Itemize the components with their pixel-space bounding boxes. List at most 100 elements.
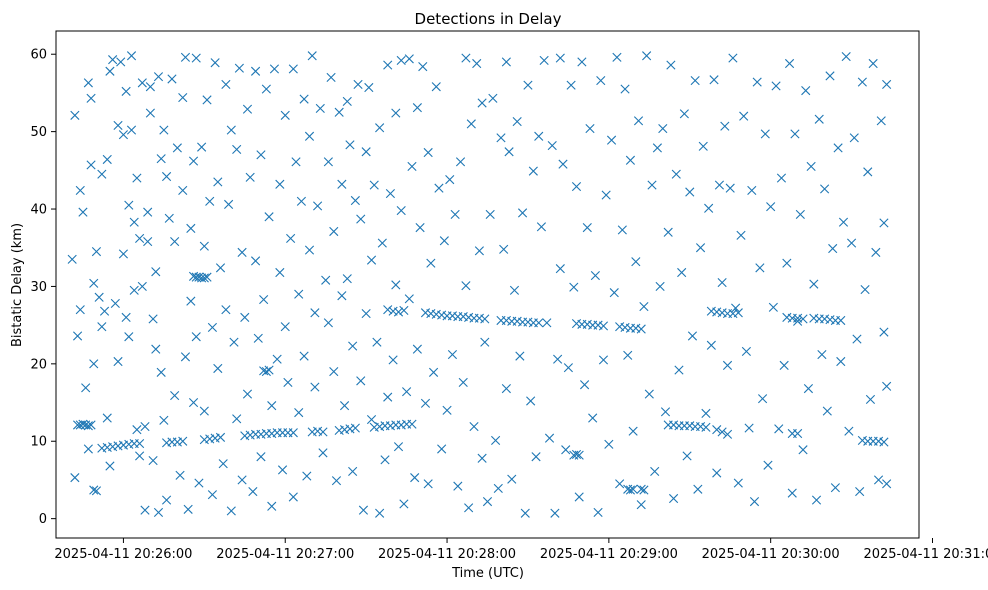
data-point-marker [129,285,139,295]
data-point-marker [499,244,509,254]
data-point-marker [461,53,471,63]
data-point-marker [375,123,385,133]
data-point-marker [172,143,182,153]
data-point-marker [733,308,743,318]
data-point-marker [97,322,107,332]
data-point-marker [625,485,636,495]
data-point-marker [110,298,120,309]
data-point-marker [202,95,212,105]
data-point-marker [704,203,714,213]
data-point-marker [318,448,328,458]
x-tick-label: 2025-04-11 20:31:00 [863,547,988,562]
data-point-marker [803,384,814,394]
data-point-marker [350,195,360,206]
data-point-marker [188,156,199,166]
data-point-marker [528,166,538,176]
data-point-marker [879,218,889,228]
data-point-marker [124,200,134,210]
data-point-marker [857,77,867,87]
data-point-marker [636,484,646,494]
data-point-marker [286,233,296,244]
data-point-marker [639,485,649,495]
chart-title: Detections in Delay [415,10,562,28]
data-point-marker [91,486,102,496]
data-point-marker [358,505,369,515]
data-point-marker [329,366,339,377]
data-point-marker [814,114,824,124]
data-point-marker [67,254,77,264]
data-point-marker [755,263,765,273]
data-point-marker [118,130,129,140]
data-point-marker [137,78,147,88]
data-point-marker [712,425,722,435]
data-point-marker [402,387,412,397]
data-point-marker [288,428,298,438]
data-point-marker [229,337,239,347]
data-point-marker [256,150,266,160]
data-point-marker [145,108,155,118]
data-point-marker [226,506,236,516]
data-point-marker [855,486,865,497]
data-point-marker [550,508,560,518]
data-point-marker [706,340,716,350]
data-point-marker [579,380,590,390]
data-point-marker [175,470,185,480]
data-point-marker [420,398,431,408]
data-point-marker [434,183,444,193]
data-point-marker [882,479,892,489]
data-point-marker [771,81,781,91]
data-point-marker [504,147,514,157]
data-point-marker [431,82,441,92]
data-point-marker [617,225,627,235]
data-point-marker [407,161,417,172]
data-point-marker [647,180,657,190]
data-point-marker [191,332,201,342]
data-point-marker [477,98,487,108]
data-point-marker [606,135,617,145]
data-point-marker [757,394,768,404]
data-point-marker [539,55,549,66]
y-tick-label: 20 [30,357,47,372]
data-point-marker [501,57,511,67]
data-point-marker [240,312,250,322]
data-point-marker [153,72,164,82]
data-point-marker [164,213,174,223]
y-axis-label: Bistatic Delay (km) [10,223,25,347]
data-point-marker [631,257,641,267]
data-point-marker [132,173,142,183]
data-point-marker [561,445,571,455]
data-point-marker [256,452,266,462]
data-point-marker [779,360,789,370]
plot-frame [55,30,920,539]
data-point-marker [253,333,263,343]
data-point-marker [393,442,404,452]
data-point-marker [453,481,463,491]
data-point-marker [547,140,557,151]
data-point-marker [650,466,660,477]
data-point-marker [224,199,234,209]
data-point-marker [520,508,530,518]
data-point-marker [404,54,414,64]
data-point-marker [399,305,409,316]
data-point-marker [151,267,161,277]
data-point-marker [145,82,155,92]
data-point-marker [728,53,738,63]
data-point-marker [577,57,587,67]
data-point-marker [555,53,565,63]
data-point-marker [302,471,312,481]
data-point-marker [361,308,371,319]
data-point-marker [763,460,773,470]
data-point-marker [199,406,209,416]
data-point-marker [868,58,878,69]
data-point-marker [91,247,102,257]
y-axis: 0 10 20 30 40 50 60 [30,48,56,527]
data-point-marker [280,110,290,120]
data-point-marker [280,322,290,332]
data-point-marker [553,354,563,364]
data-point-marker [388,355,398,365]
data-point-marker [396,205,406,216]
data-point-marker [124,332,134,342]
data-point-marker [620,84,630,94]
data-point-marker [207,322,218,333]
